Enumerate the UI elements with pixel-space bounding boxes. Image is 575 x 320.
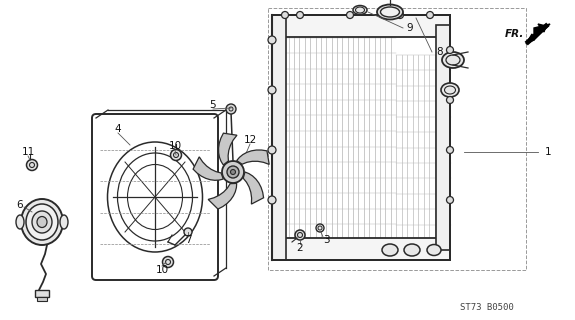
- Circle shape: [447, 147, 454, 154]
- Text: 9: 9: [407, 23, 413, 33]
- Circle shape: [231, 170, 236, 174]
- Text: FR.: FR.: [505, 29, 524, 39]
- Ellipse shape: [32, 211, 52, 233]
- Bar: [272, 238, 450, 260]
- Circle shape: [282, 12, 289, 19]
- Circle shape: [268, 36, 276, 44]
- Polygon shape: [534, 24, 550, 40]
- Text: 4: 4: [114, 124, 121, 134]
- Circle shape: [163, 257, 174, 268]
- Text: 10: 10: [155, 265, 168, 275]
- Circle shape: [268, 196, 276, 204]
- Polygon shape: [243, 172, 263, 204]
- Circle shape: [427, 12, 434, 19]
- Text: 10: 10: [168, 141, 182, 151]
- Circle shape: [268, 146, 276, 154]
- Polygon shape: [218, 133, 237, 165]
- Circle shape: [447, 97, 454, 103]
- Text: 5: 5: [210, 100, 216, 110]
- Text: 7: 7: [185, 235, 191, 245]
- Circle shape: [226, 104, 236, 114]
- Bar: [35, 290, 49, 297]
- Circle shape: [227, 166, 239, 178]
- Polygon shape: [237, 150, 269, 164]
- Circle shape: [184, 228, 192, 236]
- Circle shape: [268, 86, 276, 94]
- Ellipse shape: [37, 217, 47, 228]
- Ellipse shape: [427, 244, 441, 255]
- Ellipse shape: [16, 215, 24, 229]
- Text: 3: 3: [323, 235, 329, 245]
- Ellipse shape: [381, 7, 400, 17]
- Bar: [268, 8, 526, 270]
- Bar: [272, 15, 450, 37]
- Text: 8: 8: [436, 47, 443, 57]
- Text: 6: 6: [17, 200, 24, 210]
- Circle shape: [222, 161, 244, 183]
- Bar: [436, 25, 450, 250]
- Circle shape: [447, 46, 454, 53]
- Ellipse shape: [26, 204, 58, 240]
- Text: 2: 2: [297, 243, 304, 253]
- Ellipse shape: [377, 4, 403, 20]
- Circle shape: [447, 196, 454, 204]
- Text: ST73 B0500: ST73 B0500: [460, 303, 514, 313]
- Polygon shape: [193, 157, 223, 180]
- Circle shape: [316, 224, 324, 232]
- Circle shape: [26, 159, 37, 171]
- Ellipse shape: [442, 52, 464, 68]
- Circle shape: [295, 230, 305, 240]
- Ellipse shape: [441, 83, 459, 97]
- Polygon shape: [538, 24, 546, 32]
- Ellipse shape: [404, 244, 420, 256]
- Bar: [37, 297, 47, 301]
- Text: 12: 12: [243, 135, 256, 145]
- Bar: [272, 15, 286, 260]
- Circle shape: [347, 12, 354, 19]
- Text: 11: 11: [21, 147, 34, 157]
- Ellipse shape: [353, 5, 367, 14]
- Circle shape: [171, 149, 182, 161]
- Ellipse shape: [21, 199, 63, 245]
- Polygon shape: [208, 183, 237, 209]
- Circle shape: [397, 12, 404, 19]
- Circle shape: [297, 12, 304, 19]
- Ellipse shape: [60, 215, 68, 229]
- Polygon shape: [526, 34, 534, 44]
- Ellipse shape: [382, 244, 398, 256]
- Text: 1: 1: [545, 147, 551, 157]
